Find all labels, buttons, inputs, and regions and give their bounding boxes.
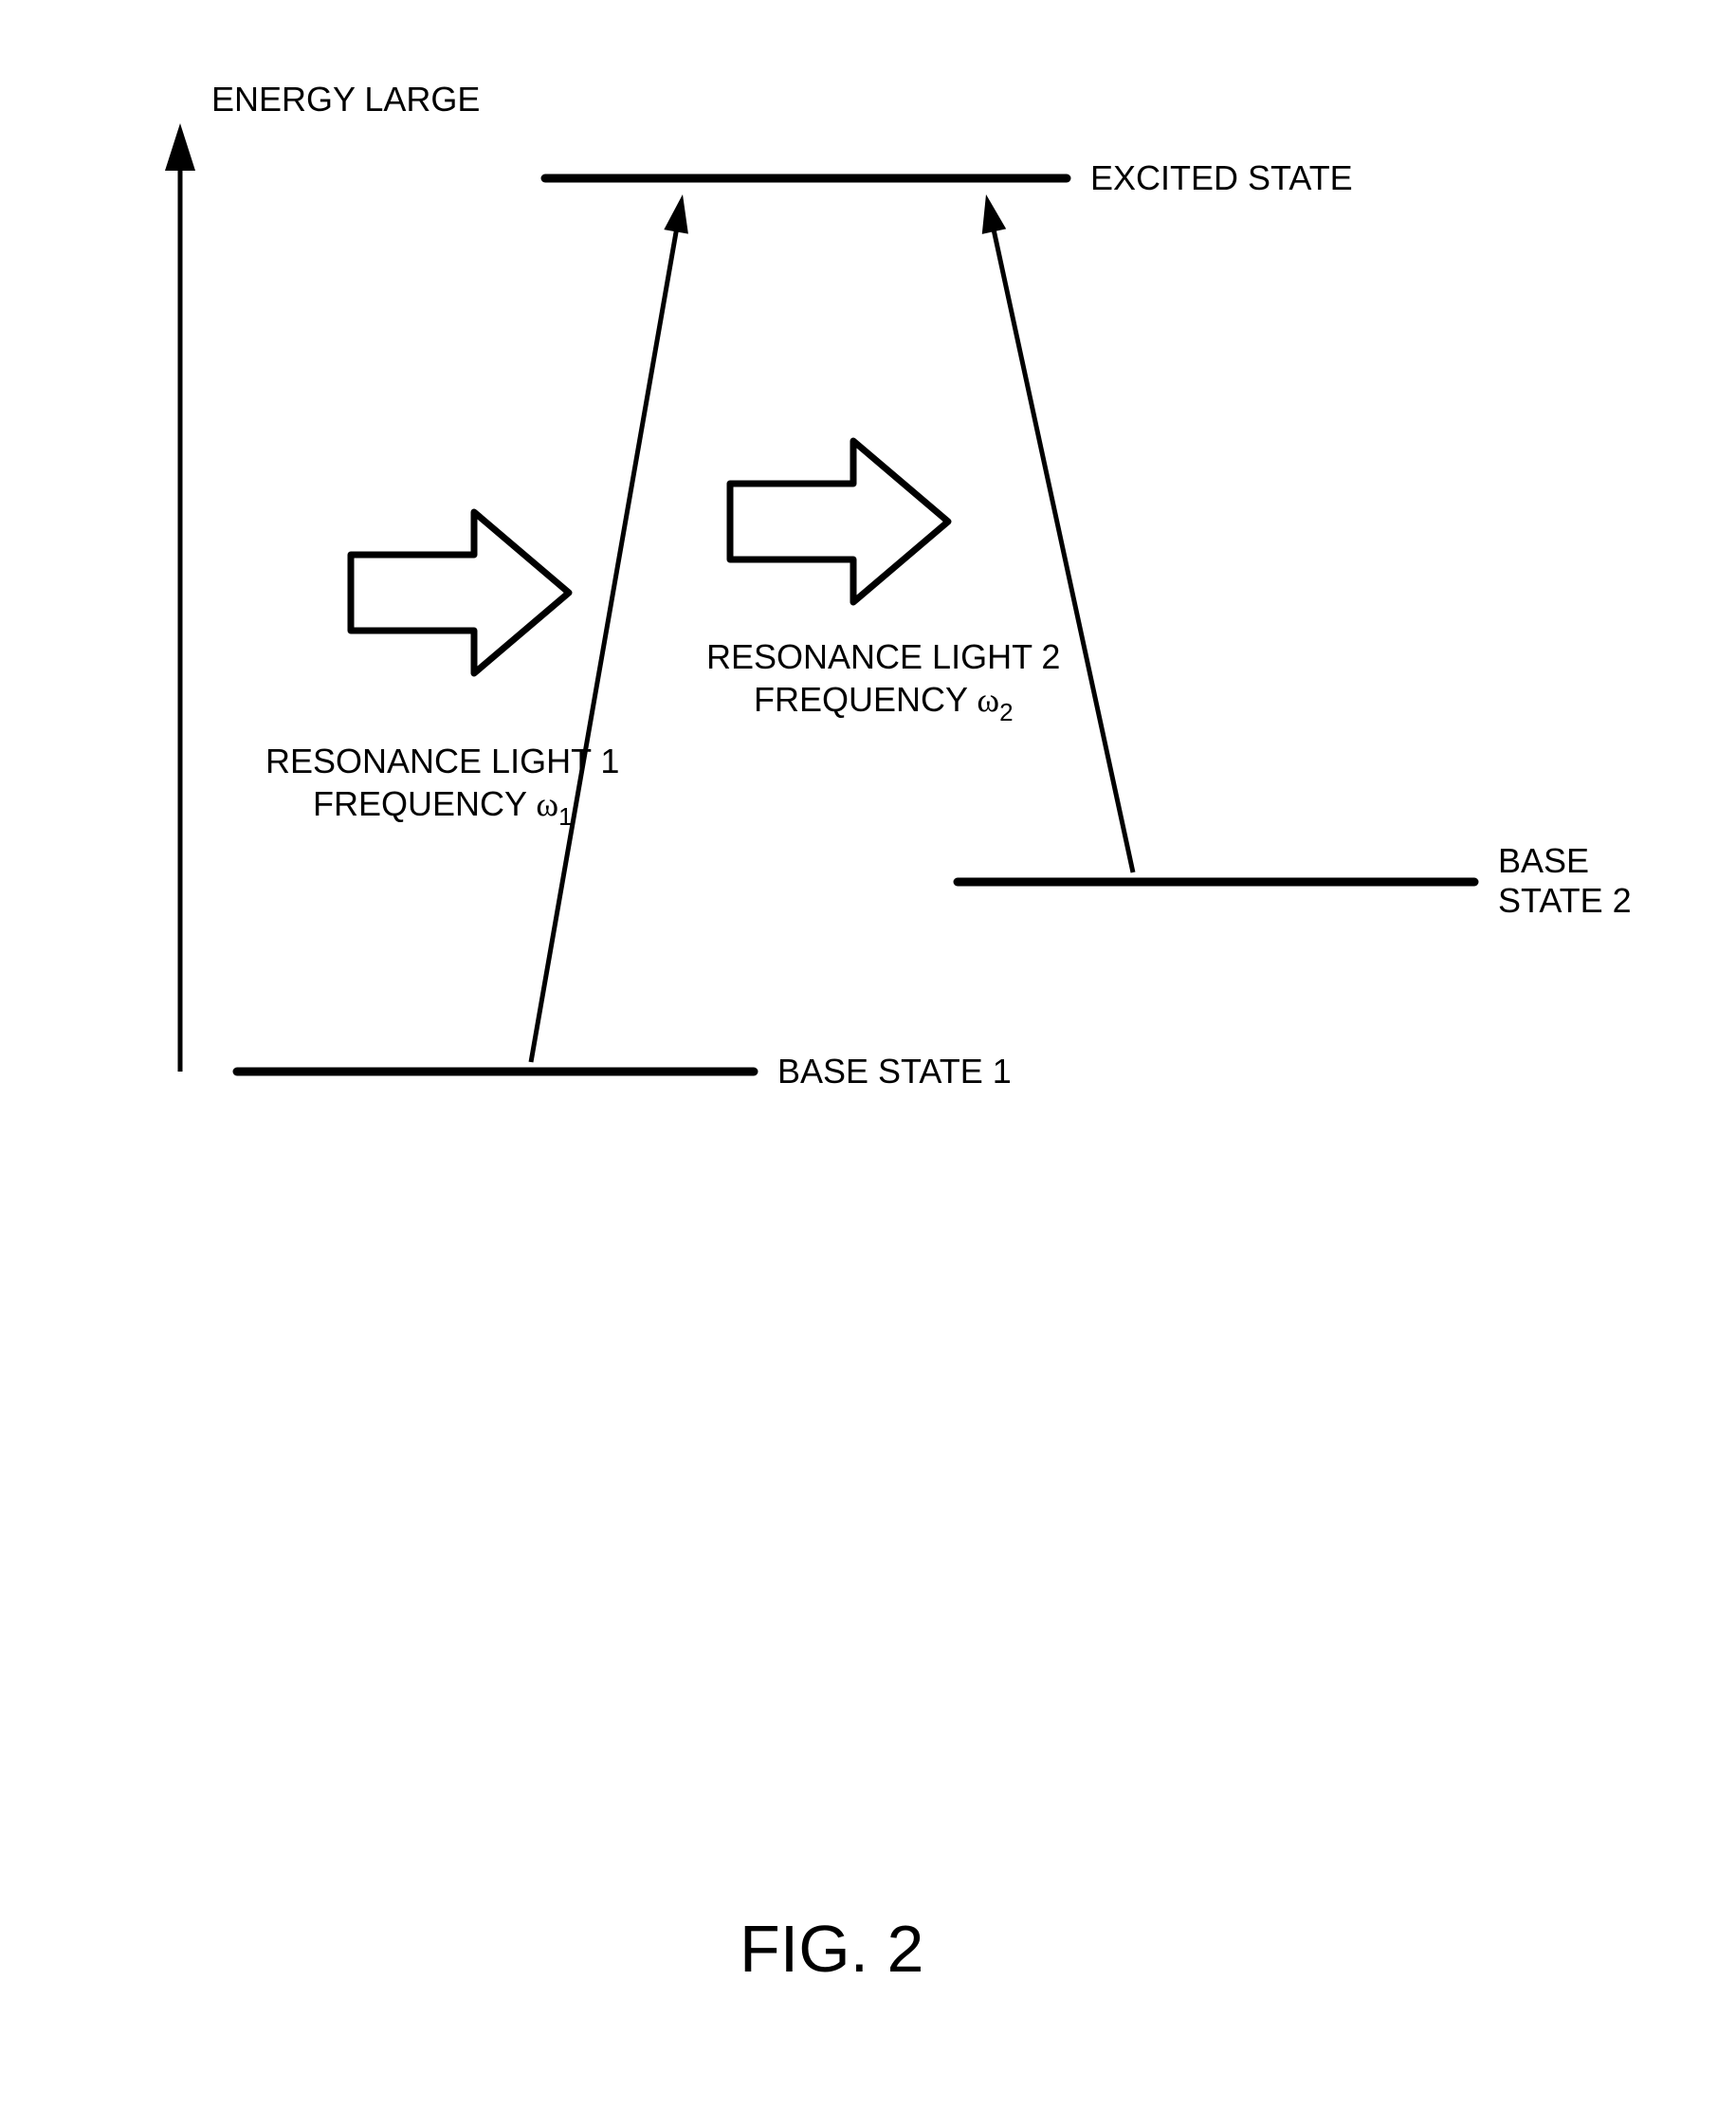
energy-level-diagram: ENERGY LARGE EXCITED STATE BASE STATE 1 … <box>0 0 1736 2109</box>
resonance-light-1-label-line2: FREQUENCY ω1 <box>313 784 573 831</box>
figure-caption: FIG. 2 <box>740 1911 923 1987</box>
block-arrow-2 <box>730 441 948 602</box>
energy-axis-label: ENERGY LARGE <box>211 80 480 119</box>
resonance-light-2-label-line2: FREQUENCY ω2 <box>754 680 1014 726</box>
transition-2-arrow <box>982 194 1133 872</box>
resonance-light-1-label-line1: RESONANCE LIGHT 1 <box>265 742 619 780</box>
excited-state-label: EXCITED STATE <box>1090 158 1353 197</box>
block-arrow-1 <box>351 512 569 673</box>
base-state-2-label-line1: BASE <box>1498 841 1589 880</box>
base-state-2-label-line2: STATE 2 <box>1498 881 1632 920</box>
base-state-1-label: BASE STATE 1 <box>777 1052 1012 1091</box>
resonance-light-2-label-line1: RESONANCE LIGHT 2 <box>706 637 1060 676</box>
transition-1-arrow <box>531 194 688 1062</box>
